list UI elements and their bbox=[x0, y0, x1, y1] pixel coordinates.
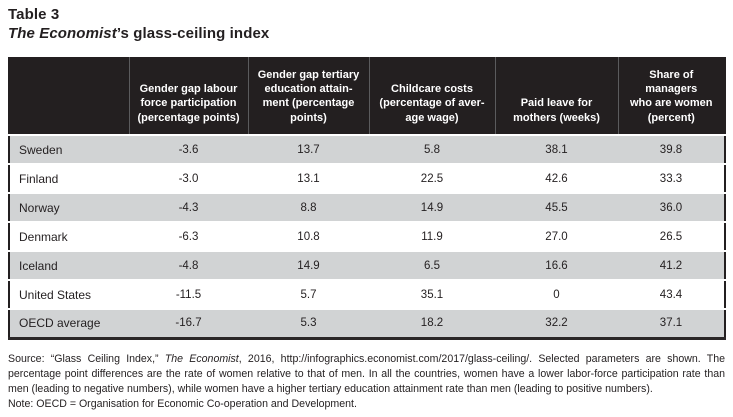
column-header-cell: Childcare costs (percentage of aver-age w… bbox=[368, 57, 495, 135]
source-post: , 2016, http://infographics.economist.co… bbox=[8, 353, 726, 396]
value-cell: 26.5 bbox=[659, 230, 683, 243]
value-cell: -11.5 bbox=[175, 288, 202, 301]
value-cell: 13.1 bbox=[297, 172, 320, 185]
value-cell: 33.3 bbox=[659, 172, 683, 185]
value-cell: 35.1 bbox=[420, 288, 444, 301]
value-cell: 10.8 bbox=[297, 230, 320, 243]
column-header-cell: Gender gap tertiary education attain-ment… bbox=[247, 57, 369, 135]
country-cell: Denmark bbox=[19, 229, 68, 244]
value-cell: -16.7 bbox=[175, 317, 202, 330]
value-cell: 16.6 bbox=[545, 259, 568, 272]
country-cell: Norway bbox=[19, 200, 60, 215]
value-cell: 41.2 bbox=[659, 259, 683, 272]
table-row: Finland -3.0 13.1 22.5 42.6 33.3 bbox=[9, 164, 725, 193]
value-cell: -3.6 bbox=[178, 143, 199, 156]
column-header-cell: Gender gap labour force participation (per… bbox=[128, 57, 248, 135]
value-cell: 14.9 bbox=[420, 201, 444, 214]
value-cell: 0 bbox=[553, 288, 560, 301]
economist-title-italic: The Economist bbox=[8, 24, 117, 42]
value-cell: 14.9 bbox=[297, 259, 320, 272]
column-header-cell: Share of managers who are women (percent) bbox=[617, 57, 725, 135]
country-cell: Sweden bbox=[19, 142, 63, 157]
value-cell: -4.3 bbox=[178, 201, 199, 214]
value-cell: 42.6 bbox=[545, 172, 568, 185]
value-cell: 5.8 bbox=[424, 143, 440, 156]
source-economist-italic: The Economist bbox=[164, 353, 239, 365]
table-title: Table 3 The Economist’s glass-ceiling in… bbox=[8, 6, 269, 44]
value-cell: 5.7 bbox=[300, 288, 317, 301]
country-cell: Iceland bbox=[19, 258, 58, 273]
table-row: Iceland -4.8 14.9 6.5 16.6 41.2 bbox=[9, 251, 725, 280]
value-cell: 45.5 bbox=[545, 201, 568, 214]
table-row: OECD average -16.7 5.3 18.2 32.2 37.1 bbox=[9, 309, 725, 338]
value-cell: 22.5 bbox=[420, 172, 444, 185]
column-header-cell: Paid leave for mothers (weeks) bbox=[494, 57, 618, 135]
country-cell: Finland bbox=[19, 171, 59, 186]
table-header: Gender gap labour force participation (per… bbox=[9, 57, 725, 135]
table-row: Denmark -6.3 10.8 11.9 27.0 26.5 bbox=[9, 222, 725, 251]
value-cell: -4.8 bbox=[178, 259, 199, 272]
value-cell: 39.8 bbox=[659, 143, 683, 156]
source-note: Source: “Glass Ceiling Index,” The Econo… bbox=[8, 352, 725, 397]
table-body: Sweden -3.6 13.7 5.8 38.1 39.8 Finland -3.0 13.1… bbox=[9, 135, 725, 338]
glass-ceiling-index-table: Gender gap labour force participation (per… bbox=[8, 57, 726, 340]
table-row: Sweden -3.6 13.7 5.8 38.1 39.8 bbox=[9, 135, 725, 164]
value-cell: -6.3 bbox=[178, 230, 199, 243]
value-cell: 5.3 bbox=[300, 317, 317, 330]
table-caption: The Economist’s glass-ceiling index bbox=[8, 25, 269, 44]
value-cell: 13.7 bbox=[297, 143, 320, 156]
table-number: Table 3 bbox=[8, 6, 60, 23]
source-pre: Source: “Glass Ceiling Index,” bbox=[8, 353, 165, 365]
table-row: United States -11.5 5.7 35.1 0 43.4 bbox=[9, 280, 725, 309]
country-cell: OECD average bbox=[19, 316, 101, 331]
value-cell: 11.9 bbox=[421, 230, 443, 243]
value-cell: 43.4 bbox=[659, 288, 683, 301]
table-caption-rest: ’s glass-ceiling index bbox=[116, 24, 270, 42]
value-cell: 37.1 bbox=[659, 317, 683, 330]
value-cell: -3.0 bbox=[178, 172, 199, 185]
value-cell: 32.2 bbox=[545, 317, 568, 330]
table-row: Norway -4.3 8.8 14.9 45.5 36.0 bbox=[9, 193, 725, 222]
value-cell: 6.5 bbox=[424, 259, 440, 272]
header-row: Gender gap labour force participation (per… bbox=[9, 57, 725, 135]
footnotes: Source: “Glass Ceiling Index,” The Econo… bbox=[8, 352, 725, 412]
value-cell: 18.2 bbox=[420, 317, 444, 330]
corner-header-cell bbox=[9, 57, 129, 135]
value-cell: 8.8 bbox=[300, 201, 317, 214]
value-cell: 36.0 bbox=[659, 201, 683, 214]
abbreviation-note: Note: OECD = Organisation for Economic C… bbox=[8, 398, 357, 411]
country-cell: United States bbox=[19, 287, 92, 302]
value-cell: 38.1 bbox=[545, 143, 568, 156]
value-cell: 27.0 bbox=[545, 230, 568, 243]
